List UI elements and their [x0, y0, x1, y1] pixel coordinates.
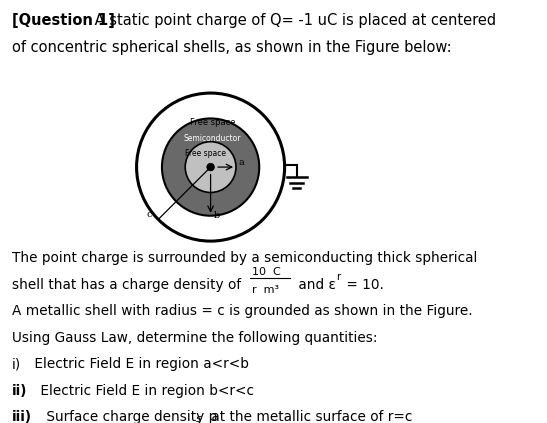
Text: c: c: [146, 210, 152, 220]
Text: ii): ii): [12, 384, 27, 398]
Text: iii): iii): [12, 410, 32, 423]
Text: r: r: [336, 272, 340, 282]
Text: Electric Field E in region b<r<c: Electric Field E in region b<r<c: [36, 384, 254, 398]
Text: [Question 1]: [Question 1]: [12, 13, 115, 28]
Text: Free space: Free space: [185, 149, 226, 158]
Text: Semiconductor: Semiconductor: [184, 135, 241, 143]
Text: A metallic shell with radius = c is grounded as shown in the Figure.: A metallic shell with radius = c is grou…: [12, 304, 473, 318]
Text: Electric Field E in region a<r<b: Electric Field E in region a<r<b: [30, 357, 249, 371]
Circle shape: [207, 163, 214, 171]
Text: of concentric spherical shells, as shown in the Figure below:: of concentric spherical shells, as shown…: [12, 39, 452, 55]
Text: a: a: [239, 158, 245, 167]
Text: and ε: and ε: [294, 277, 336, 291]
Circle shape: [137, 93, 284, 241]
Text: Surface charge density p: Surface charge density p: [42, 410, 217, 423]
Text: b: b: [213, 211, 220, 220]
Text: Using Gauss Law, determine the following quantities:: Using Gauss Law, determine the following…: [12, 330, 377, 344]
Text: i): i): [12, 357, 21, 371]
Text: s: s: [196, 414, 201, 423]
Text: = 10.: = 10.: [342, 277, 384, 291]
Circle shape: [185, 142, 236, 192]
Text: shell that has a charge density of: shell that has a charge density of: [12, 277, 246, 291]
Text: The point charge is surrounded by a semiconducting thick spherical: The point charge is surrounded by a semi…: [12, 251, 478, 265]
Text: at the metallic surface of r=c: at the metallic surface of r=c: [207, 410, 412, 423]
Circle shape: [162, 118, 259, 216]
Text: 10  C: 10 C: [252, 266, 281, 277]
Text: A static point charge of Q= -1 uC is placed at centered: A static point charge of Q= -1 uC is pla…: [90, 13, 496, 28]
Text: Free space: Free space: [190, 118, 235, 127]
Text: r  m³: r m³: [252, 285, 279, 294]
